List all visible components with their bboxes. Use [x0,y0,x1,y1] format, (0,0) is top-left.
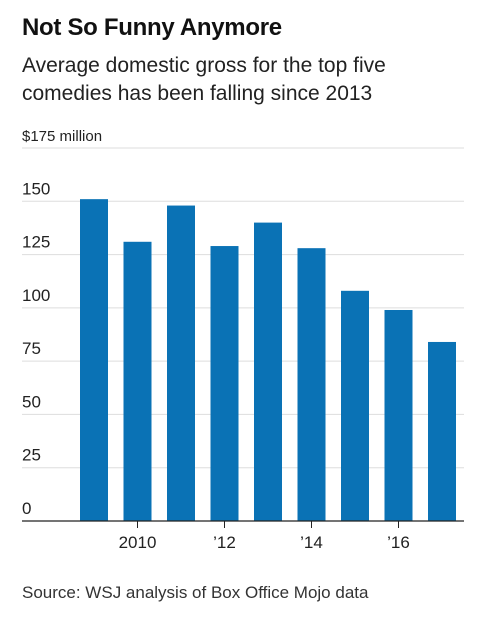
bar-2017 [428,341,456,521]
y-tick-label-175: $175 million [22,128,102,145]
bars [80,199,456,522]
x-tick-label-2010: 2010 [119,533,157,552]
y-tick-label-50: 50 [22,392,41,411]
x-tick-label-2012: ’12 [213,533,236,552]
bar-2009 [80,199,108,521]
bar-2016 [384,309,413,521]
bar-2015 [341,290,369,521]
chart-title: Not So Funny Anymore [22,14,282,41]
y-tick-label-0: 0 [22,499,31,518]
bar-2014 [297,248,326,522]
bar-2012 [210,246,239,521]
bar-2013 [254,222,282,521]
y-axis-ticks: 0 25 50 75 100 125 150 $175 million [22,128,102,518]
y-tick-label-25: 25 [22,446,41,465]
y-tick-label-75: 75 [22,339,41,358]
x-axis-ticks: 2010 ’12 ’14 ’16 [119,521,410,552]
x-tick-label-2016: ’16 [387,533,410,552]
bar-2010 [123,241,152,522]
chart-subtitle: Average domestic gross for the top five … [22,54,386,105]
bar-2011 [167,205,195,521]
source-note: Source: WSJ analysis of Box Office Mojo … [22,583,369,602]
x-tick-label-2014: ’14 [300,533,323,552]
y-tick-label-125: 125 [22,233,50,252]
y-tick-label-150: 150 [22,179,50,198]
y-tick-label-100: 100 [22,286,50,305]
